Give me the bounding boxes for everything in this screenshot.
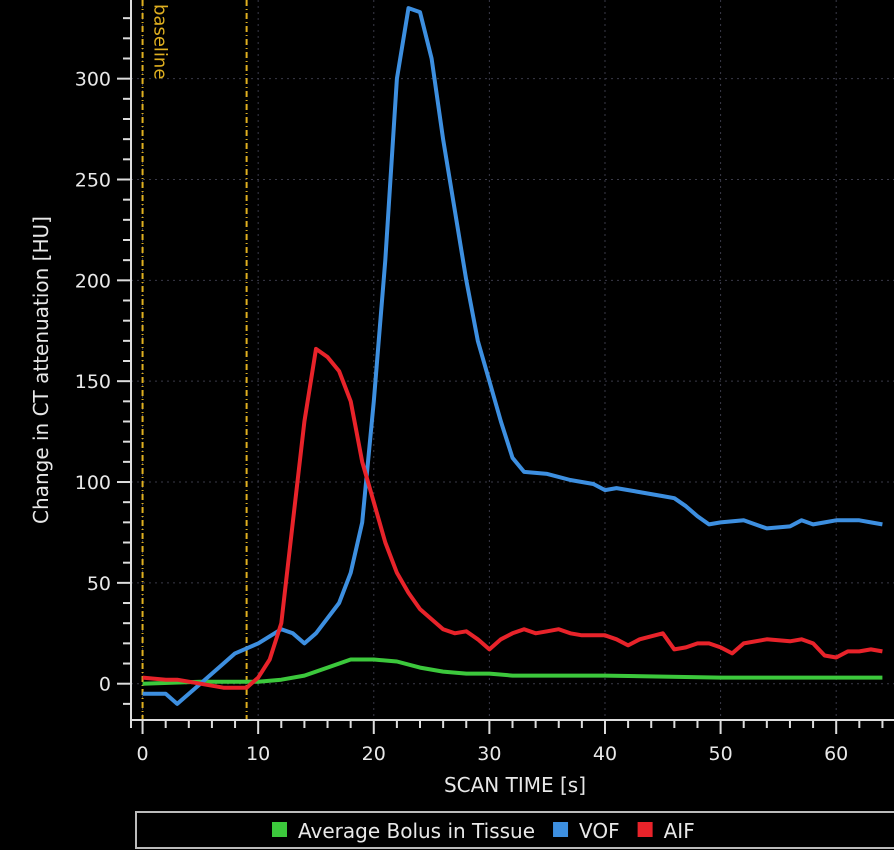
legend-swatch bbox=[272, 822, 287, 837]
series-line-average-bolus-in-tissue bbox=[142, 657, 883, 686]
y-tick-label: 50 bbox=[87, 573, 111, 595]
x-axis-label: SCAN TIME [s] bbox=[444, 773, 586, 797]
legend-label: VOF bbox=[579, 819, 620, 843]
y-tick-label: 150 bbox=[75, 371, 111, 393]
y-tick-label: 0 bbox=[99, 674, 111, 696]
legend-label: AIF bbox=[664, 819, 695, 843]
series-line-aif bbox=[142, 346, 883, 690]
y-tick-label: 100 bbox=[75, 472, 111, 494]
baseline-label: baseline bbox=[150, 4, 171, 79]
y-tick-label: 250 bbox=[75, 169, 111, 191]
legend: Average Bolus in Tissue VOF AIF bbox=[135, 811, 894, 849]
x-tick-label: 60 bbox=[824, 743, 848, 765]
y-tick-label: 300 bbox=[75, 69, 111, 91]
y-tick-label: 200 bbox=[75, 270, 111, 292]
x-tick-label: 50 bbox=[708, 743, 732, 765]
x-tick-label: 30 bbox=[477, 743, 501, 765]
series-lines bbox=[142, 6, 883, 706]
x-tick-label: 40 bbox=[593, 743, 617, 765]
y-axis-label: Change in CT attenuation [HU] bbox=[29, 216, 53, 524]
legend-swatch bbox=[637, 822, 653, 837]
legend-swatch bbox=[553, 822, 569, 837]
legend-box bbox=[135, 811, 894, 849]
x-tick-label: 10 bbox=[246, 743, 270, 765]
axes: 0 50 100 150 200 250 300 0 10 20 30 40 50 60 bbox=[75, 0, 894, 765]
x-tick-label: 20 bbox=[362, 743, 386, 765]
grid bbox=[131, 0, 894, 720]
legend-label: Average Bolus in Tissue bbox=[298, 819, 535, 843]
series-line-vof bbox=[142, 6, 883, 706]
baseline-annotation: baseline bbox=[141, 0, 248, 720]
x-tick-label: 0 bbox=[137, 743, 149, 765]
